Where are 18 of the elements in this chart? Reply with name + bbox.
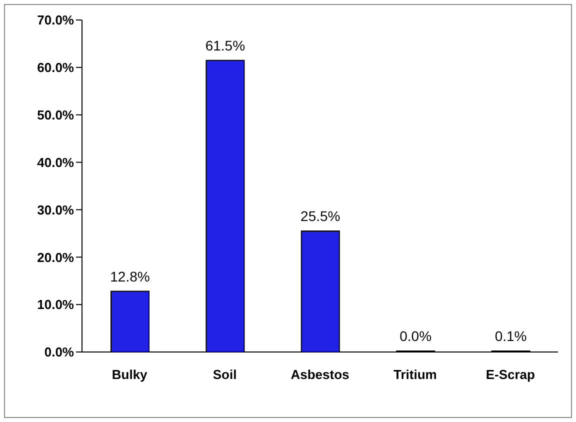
data-label: 61.5% xyxy=(205,37,246,54)
y-tick-label: 0.0% xyxy=(44,344,74,360)
y-tick-label: 40.0% xyxy=(37,154,74,170)
y-tick-label: 20.0% xyxy=(37,250,74,265)
y-tick-label: 30.0% xyxy=(37,202,74,218)
y-tick-label: 10.0% xyxy=(37,297,74,312)
y-tick-label: 70.0% xyxy=(37,12,74,28)
x-tick-label: Bulky xyxy=(112,367,148,382)
data-label: 12.8% xyxy=(110,268,150,284)
data-label: 25.5% xyxy=(300,208,340,224)
x-tick-label: Asbestos xyxy=(290,367,350,382)
y-tick-label: 60.0% xyxy=(37,60,74,76)
x-tick-label: Tritium xyxy=(394,367,437,382)
y-tick-label: 50.0% xyxy=(37,107,74,122)
x-tick-label: Soil xyxy=(212,367,237,382)
data-label: 0.1% xyxy=(494,328,527,344)
x-tick-label: E-Scrap xyxy=(486,367,536,382)
data-label: 0.0% xyxy=(400,328,432,344)
